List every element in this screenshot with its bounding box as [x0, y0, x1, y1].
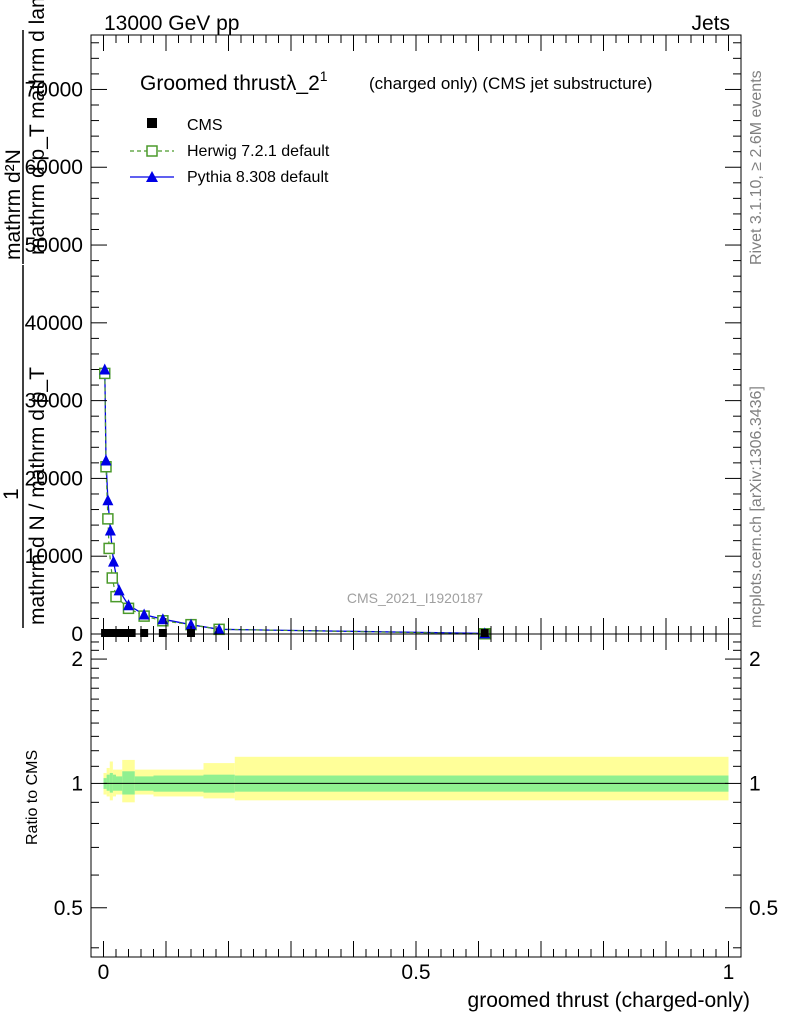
energy-label: 13000 GeV pp: [104, 12, 239, 35]
pythia-point: [108, 555, 119, 567]
pythia-point: [104, 524, 116, 536]
ratio-y-tick-label-right: 0.5: [749, 897, 778, 920]
legend-marker-cms: [147, 118, 157, 128]
pythia-point: [138, 608, 150, 620]
y-tick-label: 10000: [25, 545, 83, 568]
ratio-band-inner-bin: [109, 772, 113, 793]
ratio-band-inner-bin: [122, 771, 135, 795]
cms-point: [140, 629, 149, 637]
ratio-y-tick-label: 2: [71, 648, 83, 671]
cms-point: [158, 629, 167, 637]
chart-subtitle: (charged only) (CMS jet substructure): [369, 74, 652, 93]
y-tick-label: 0: [71, 623, 83, 646]
cms-point: [110, 629, 119, 637]
y-tick-label: 50000: [25, 234, 83, 257]
pythia-point: [185, 618, 197, 630]
x-tick-label: 0.5: [401, 961, 430, 984]
x-tick-label: 1: [723, 961, 735, 984]
cms-point: [115, 629, 124, 637]
chart-title-superscript: 1: [320, 68, 328, 84]
cms-point: [121, 629, 130, 637]
chart-title: Groomed thrustλ_21: [140, 68, 328, 95]
ylabel-line-2: mathrm d p_T mathrm d lambda: [26, 0, 49, 255]
herwig-point: [106, 572, 118, 584]
mcplots-label: mcplots.cern.ch [arXiv:1306.3436]: [748, 386, 765, 628]
y-tick-label: 60000: [25, 156, 83, 179]
ratio-y-tick-label: 0.5: [54, 897, 83, 920]
pythia-point: [99, 363, 111, 375]
ylabel-line-1: mathrm d²N: [2, 149, 25, 260]
pythia-point: [100, 454, 112, 466]
x-tick-label: 0: [98, 961, 110, 984]
ratio-band-inner-bin: [106, 774, 110, 791]
ratio-band-inner-bin: [112, 774, 116, 791]
legend-label-pythia: Pythia 8.308 default: [187, 169, 329, 186]
ratio-panel: 0 0.5 1 0.5 0.5 1 1 2 2: [54, 633, 778, 984]
chart-title-main: Groomed thrustλ_2: [140, 72, 320, 95]
rivet-label: Rivet 3.1.10, ≥ 2.6M events: [748, 70, 765, 265]
process-label: Jets: [691, 12, 730, 35]
pythia-point: [113, 584, 125, 596]
y-tick-label: 20000: [25, 467, 83, 490]
analysis-watermark: CMS_2021_I1920187: [347, 590, 483, 606]
pythia-point: [123, 599, 134, 611]
cms-point: [127, 629, 136, 637]
y-tick-label: 30000: [25, 390, 83, 413]
y-tick-label: 70000: [25, 78, 83, 101]
herwig-point: [103, 542, 115, 555]
main-panel: 0 10000 20000 30000 40000 50000 60000 70000: [25, 34, 742, 646]
ratio-ylabel: Ratio to CMS: [24, 750, 41, 845]
y-tick-label: 40000: [25, 312, 83, 335]
legend: CMS Herwig 7.2.1 default Pythia 8.308 de…: [130, 117, 330, 186]
ylabel-line-4: mathrm d N / mathrm d p_T: [26, 367, 49, 625]
legend-label-herwig: Herwig 7.2.1 default: [187, 143, 330, 160]
legend-label-cms: CMS: [187, 117, 223, 134]
ylabel-line-3: 1: [0, 488, 23, 500]
ratio-y-tick-label-right: 1: [749, 772, 761, 795]
legend-marker-pythia: [146, 171, 158, 182]
pythia-point: [102, 494, 114, 506]
x-axis-label: groomed thrust (charged-only): [468, 989, 750, 1012]
herwig-point: [102, 513, 114, 525]
cms-point: [480, 629, 489, 637]
ratio-y-tick-label: 1: [71, 772, 83, 795]
legend-marker-herwig: [146, 145, 158, 157]
ratio-y-tick-label-right: 2: [749, 648, 761, 671]
